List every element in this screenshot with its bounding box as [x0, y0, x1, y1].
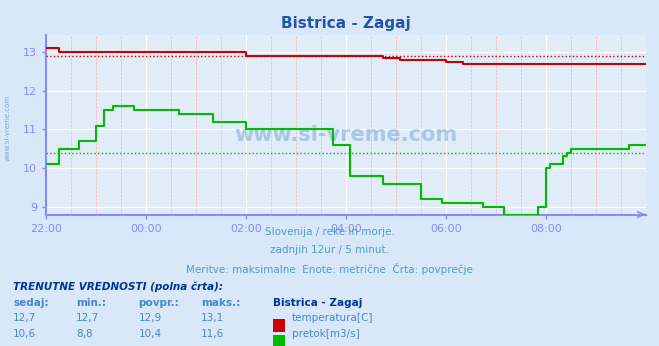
Text: www.si-vreme.com: www.si-vreme.com	[5, 95, 11, 161]
Text: www.si-vreme.com: www.si-vreme.com	[235, 125, 457, 145]
Text: 12,9: 12,9	[138, 313, 161, 323]
Text: Meritve: maksimalne  Enote: metrične  Črta: povprečje: Meritve: maksimalne Enote: metrične Črta…	[186, 263, 473, 275]
Text: TRENUTNE VREDNOSTI (polna črta):: TRENUTNE VREDNOSTI (polna črta):	[13, 282, 223, 292]
Text: maks.:: maks.:	[201, 298, 241, 308]
Text: 8,8: 8,8	[76, 329, 92, 339]
Text: 12,7: 12,7	[13, 313, 36, 323]
Title: Bistrica - Zagaj: Bistrica - Zagaj	[281, 16, 411, 31]
Text: min.:: min.:	[76, 298, 106, 308]
Text: 12,7: 12,7	[76, 313, 99, 323]
Text: 10,4: 10,4	[138, 329, 161, 339]
Text: Bistrica - Zagaj: Bistrica - Zagaj	[273, 298, 363, 308]
Text: zadnjih 12ur / 5 minut.: zadnjih 12ur / 5 minut.	[270, 245, 389, 255]
Text: povpr.:: povpr.:	[138, 298, 179, 308]
Text: Slovenija / reke in morje.: Slovenija / reke in morje.	[264, 227, 395, 237]
Text: 13,1: 13,1	[201, 313, 224, 323]
Text: sedaj:: sedaj:	[13, 298, 49, 308]
Text: temperatura[C]: temperatura[C]	[292, 313, 374, 323]
Text: 11,6: 11,6	[201, 329, 224, 339]
Text: pretok[m3/s]: pretok[m3/s]	[292, 329, 360, 339]
Text: 10,6: 10,6	[13, 329, 36, 339]
